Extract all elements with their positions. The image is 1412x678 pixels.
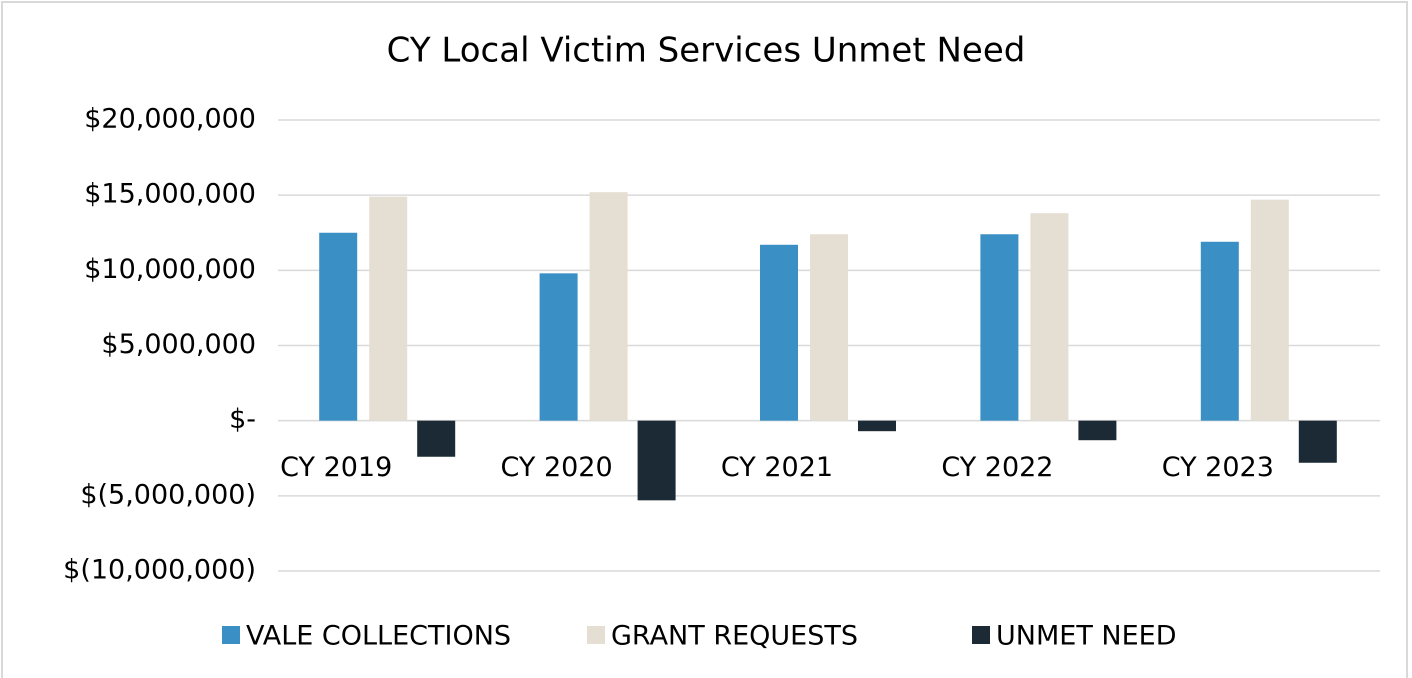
legend-label: UNMET NEED [996,621,1177,652]
bar [1298,420,1337,463]
bar [637,420,676,501]
bar [369,196,408,421]
bar [760,244,798,421]
bar [810,234,848,421]
legend-swatch [587,626,605,644]
legend-swatch [972,626,990,644]
legend-label: VALE COLLECTIONS [246,621,511,652]
chart-title: CY Local Victim Services Unmet Need [387,31,1026,71]
y-tick-label: $- [229,404,256,435]
y-tick-label: $15,000,000 [84,179,256,210]
bar [319,232,358,421]
bar [858,420,896,432]
x-tick-label: CY 2019 [280,452,392,483]
bar [1030,213,1069,421]
y-tick-label: $20,000,000 [84,104,256,135]
bar [1078,420,1117,441]
bar [539,273,578,421]
bar [417,420,456,457]
x-tick-label: CY 2023 [1162,452,1274,483]
y-tick-label: $(5,000,000) [80,479,256,510]
x-tick-label: CY 2021 [721,452,833,483]
legend-label: GRANT REQUESTS [611,621,858,652]
x-tick-label: CY 2022 [941,452,1053,483]
bar [980,234,1019,421]
y-tick-label: $(10,000,000) [63,555,256,586]
bar [1200,241,1239,421]
bar [1250,199,1289,421]
y-tick-label: $5,000,000 [101,329,256,360]
y-tick-label: $10,000,000 [84,254,256,285]
x-tick-label: CY 2020 [501,452,613,483]
bar [589,192,628,421]
legend-swatch [222,626,240,644]
